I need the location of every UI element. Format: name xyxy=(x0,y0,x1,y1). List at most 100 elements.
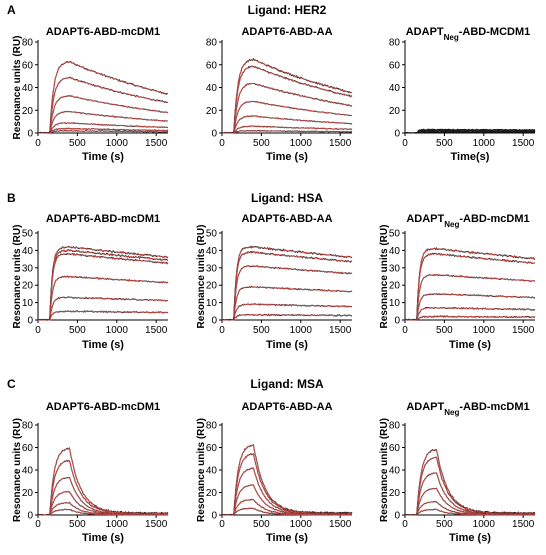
x-tick-label: 1500 xyxy=(512,138,535,149)
y-tick-label: 20 xyxy=(206,488,218,499)
fit-curve-1 xyxy=(222,444,352,516)
x-tick-label: 500 xyxy=(436,325,453,336)
fit-curve-1 xyxy=(222,59,353,134)
y-tick-label: 30 xyxy=(206,263,218,274)
fit-curve-1 xyxy=(38,246,168,321)
sensorgram-trace-2 xyxy=(404,252,536,321)
y-tick-label: 30 xyxy=(389,263,401,274)
x-tick-label: 1000 xyxy=(473,138,496,149)
chart-panel-c-3: ADAPTNeg-ABD-mcDM1 0 20 40 60 80 0 500 1000 1500 T… xyxy=(379,401,536,544)
fit-curve-5 xyxy=(222,303,352,321)
y-tick-label: 80 xyxy=(389,421,401,432)
chart-title: ADAPT6-ABD-mcDM1 xyxy=(46,213,160,225)
y-tick-label: 0 xyxy=(394,511,400,522)
chart-title-subscript: Neg xyxy=(444,33,459,42)
x-tick-label: 1500 xyxy=(512,325,535,336)
y-tick-label: 80 xyxy=(206,421,218,432)
y-tick-label: 20 xyxy=(22,106,34,117)
chart-title-main: ADAPT6-ABD-mcDM1 xyxy=(46,401,160,413)
x-tick-label: 0 xyxy=(35,325,41,336)
x-tick-label: 1000 xyxy=(290,138,313,149)
x-tick-label: 500 xyxy=(436,519,453,530)
fit-curve-4 xyxy=(405,487,535,516)
fit-curve-6 xyxy=(222,314,352,321)
x-tick-label: 1000 xyxy=(290,325,313,336)
x-axis-label: Time (s) xyxy=(449,339,491,351)
fit-curve-5 xyxy=(38,122,168,134)
y-tick-label: 0 xyxy=(394,316,400,327)
chart-title-rest: -ABD-mcDM1 xyxy=(459,213,529,225)
chart-title-main: ADAPT6-ABD-AA xyxy=(241,26,332,38)
y-axis-label: Resonance units (RU) xyxy=(12,418,23,522)
x-axis-label: Time (s) xyxy=(449,532,491,544)
y-tick-label: 80 xyxy=(389,38,401,49)
sensorgram-trace-2 xyxy=(37,459,169,516)
y-tick-label: 80 xyxy=(22,38,34,49)
y-tick-label: 40 xyxy=(389,246,401,257)
sensorgram-trace-3 xyxy=(221,265,353,321)
y-tick-label: 40 xyxy=(22,246,34,257)
sensorgram-trace-3 xyxy=(38,252,169,321)
chart-title: ADAPTNeg-ABD-mcDM1 xyxy=(406,401,529,417)
fit-curve-6 xyxy=(38,128,168,134)
x-tick-label: 500 xyxy=(69,138,86,149)
chart-title: ADAPT6-ABD-mcDM1 xyxy=(46,26,160,38)
chart-title: ADAPTNeg-ABD-MCDM1 xyxy=(406,26,531,42)
y-tick-label: 60 xyxy=(22,60,34,71)
x-tick-label: 1500 xyxy=(512,519,535,530)
y-tick-label: 0 xyxy=(27,316,33,327)
ligand-title-c: Ligand: MSA xyxy=(250,377,324,391)
y-tick-label: 60 xyxy=(206,60,218,71)
y-tick-label: 0 xyxy=(211,129,217,140)
y-tick-label: 50 xyxy=(22,229,34,240)
chart-title: ADAPT6-ABD-mcDM1 xyxy=(46,401,160,413)
fit-curve-5 xyxy=(405,307,535,321)
x-axis-label: Time (s) xyxy=(82,339,124,351)
y-tick-label: 0 xyxy=(211,316,217,327)
sensorgram-trace-2 xyxy=(38,249,169,321)
y-tick-label: 40 xyxy=(206,83,218,94)
ligand-title-b: Ligand: HSA xyxy=(251,191,323,205)
fit-curve-3 xyxy=(38,253,168,321)
y-tick-label: 10 xyxy=(206,298,218,309)
x-tick-label: 0 xyxy=(402,138,408,149)
sensorgram-trace-5 xyxy=(37,296,169,321)
fit-curve-1 xyxy=(38,61,169,134)
y-tick-label: 0 xyxy=(27,129,33,140)
x-tick-label: 0 xyxy=(219,138,225,149)
fit-curve-6 xyxy=(38,310,168,321)
chart-title-main: ADAPT xyxy=(406,26,444,38)
sensorgram-trace-3 xyxy=(222,467,352,516)
y-axis-label: Resonance units (RU) xyxy=(196,418,207,522)
chart-title: ADAPT6-ABD-AA xyxy=(241,26,332,38)
y-tick-label: 80 xyxy=(22,421,34,432)
panel-letter-c: C xyxy=(7,377,16,391)
chart-title-main: ADAPT xyxy=(406,401,444,413)
y-tick-label: 60 xyxy=(389,60,401,71)
chart-panel-c-2: ADAPT6-ABD-AA 0 20 40 60 80 0 500 1000 1500 Time (… xyxy=(196,401,353,544)
fit-curve-1 xyxy=(222,246,352,321)
x-axis-label: Time (s) xyxy=(266,151,308,163)
fit-curve-4 xyxy=(38,276,169,321)
chart-panel-a-2: ADAPT6-ABD-AA 0 20 40 60 80 0 500 1000 1500 Time (… xyxy=(206,26,353,163)
panel-letter-a: A xyxy=(7,3,16,17)
fit-curve-6 xyxy=(222,507,352,516)
fit-curve-1 xyxy=(405,448,535,516)
fit-curve-5 xyxy=(222,115,352,134)
chart-title-subscript: Neg xyxy=(444,408,459,417)
fit-curve-2 xyxy=(222,65,353,134)
y-tick-label: 10 xyxy=(22,298,34,309)
chart-title: ADAPTNeg-ABD-mcDM1 xyxy=(406,213,529,229)
y-axis-label: Resonance units (RU) xyxy=(196,225,207,329)
ligand-title-a: Ligand: HER2 xyxy=(248,3,327,17)
x-tick-label: 0 xyxy=(219,519,225,530)
y-tick-label: 20 xyxy=(389,281,401,292)
x-axis-label: Time (s) xyxy=(82,532,124,544)
panel-letter-b: B xyxy=(7,191,16,205)
x-tick-label: 500 xyxy=(253,519,270,530)
y-tick-label: 60 xyxy=(206,443,218,454)
y-tick-label: 10 xyxy=(389,298,401,309)
chart-title-main: ADAPT6-ABD-mcDM1 xyxy=(46,26,160,38)
fit-curve-5 xyxy=(38,297,168,321)
